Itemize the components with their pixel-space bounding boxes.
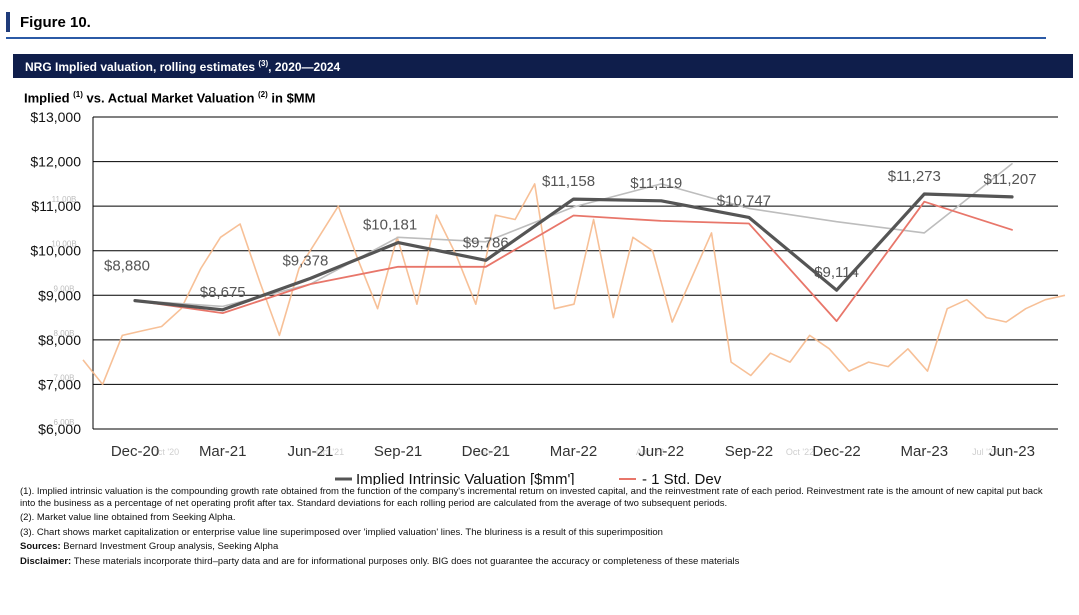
data-label: $8,880: [104, 258, 150, 275]
y-tick-label: $7,000: [38, 376, 81, 392]
chart-banner: NRG Implied valuation, rolling estimates…: [13, 54, 1073, 78]
chart-subtitle: Implied (1) vs. Actual Market Valuation …: [24, 90, 316, 106]
x-tick-label: Dec-22: [812, 443, 860, 460]
gridlines: [92, 116, 1058, 430]
legend: Implied Intrinsic Valuation [$mm'] - 1 St…: [335, 471, 722, 485]
x-tick-label: Mar-23: [901, 443, 949, 460]
y-axis: $6,000 $7,000 $8,000 $9,000 $10,000 $11,000 $1…: [30, 109, 81, 437]
series-line: [134, 200, 1013, 322]
ghost-date-label: Oct '22: [786, 447, 814, 457]
ghost-tick-label: 9.00B: [54, 284, 75, 293]
ghost-date-label: Apr '22: [636, 447, 664, 457]
x-tick-label: Dec-21: [462, 443, 510, 460]
banner-title: NRG Implied valuation, rolling estimates…: [25, 59, 341, 74]
x-tick-label: Mar-22: [550, 443, 598, 460]
x-tick-label: Dec-20: [111, 443, 159, 460]
y-tick-label: $6,000: [38, 421, 81, 437]
data-label: $10,181: [363, 217, 417, 234]
data-label: $11,273: [888, 168, 941, 185]
figure-header: Figure 10.: [6, 6, 1046, 39]
valuation-chart: $6,000 $7,000 $8,000 $9,000 $10,000 $11,000 $1…: [30, 109, 1066, 485]
ghost-tick-label: 10.00B: [51, 240, 76, 249]
data-label: $9,114: [814, 264, 859, 281]
y-tick-label: $13,000: [30, 109, 81, 125]
ghost-date-label: Jan '22: [476, 447, 505, 457]
footnote-3: (3). Chart shows market capitalization o…: [20, 526, 663, 538]
x-tick-label: Jun-23: [989, 443, 1035, 460]
footnote-1: (1). Implied intrinsic valuation is the …: [20, 486, 1043, 509]
x-tick-label: Mar-21: [199, 443, 247, 460]
ghost-date-label: Jul '23: [972, 447, 998, 457]
ghost-date-label: Oct '21: [316, 447, 344, 457]
y-tick-label: $8,000: [38, 332, 81, 348]
ghost-date-label: Oct '20: [151, 447, 179, 457]
data-label: $11,119: [630, 175, 682, 192]
x-tick-label: Jun-22: [638, 443, 684, 460]
ghost-tick-label: 7.00B: [54, 373, 75, 382]
disclaimer: Disclaimer: These materials incorporate …: [20, 555, 740, 567]
figure-accent-bar: [6, 12, 10, 32]
data-label: $9,378: [282, 252, 328, 269]
data-label: $10,747: [717, 192, 771, 209]
data-labels: $8,880 $8,675 $9,378 $10,181 $9,786 $11,158 $1…: [104, 168, 1037, 301]
data-label: $9,786: [463, 234, 509, 251]
x-axis: Dec-20 Mar-21 Jun-21 Sep-21 Dec-21 Mar-22 Jun-…: [111, 443, 1035, 460]
ghost-tick-label: 11.00B: [52, 195, 77, 204]
figure-rule: [6, 37, 1046, 39]
series-line: [134, 163, 1013, 308]
legend-label: - 1 Std. Dev: [642, 471, 722, 485]
data-label: $11,158: [542, 173, 595, 190]
x-tick-label: Sep-21: [374, 443, 422, 460]
y-tick-label: $10,000: [30, 243, 81, 259]
figure-title: Figure 10.: [20, 14, 91, 31]
data-label: $11,207: [983, 171, 1036, 188]
x-tick-label: Sep-22: [725, 443, 773, 460]
x-tick-label: Jun-21: [287, 443, 333, 460]
market-value-series: [82, 183, 1066, 386]
series-line: [133, 192, 1014, 312]
legend-label: Implied Intrinsic Valuation [$mm']: [356, 471, 575, 485]
footnotes: (1). Implied intrinsic valuation is the …: [20, 486, 1060, 570]
series-lines: [133, 163, 1014, 322]
y-tick-label: $11,000: [31, 198, 81, 214]
footnote-2: (2). Market value line obtained from See…: [20, 512, 236, 523]
ghost-tick-label: 8.00B: [54, 329, 75, 338]
sources: Sources: Bernard Investment Group analys…: [20, 541, 279, 552]
y-tick-label: $9,000: [38, 287, 81, 303]
market-value-line: [82, 183, 1066, 386]
ghost-overlay-labels: 11.00B 10.00B 9.00B 8.00B 7.00B 6.00B Oct '20 O…: [51, 195, 998, 457]
ghost-tick-label: 6.00B: [54, 418, 75, 427]
data-label: $8,675: [200, 284, 246, 301]
y-tick-label: $12,000: [30, 154, 81, 170]
